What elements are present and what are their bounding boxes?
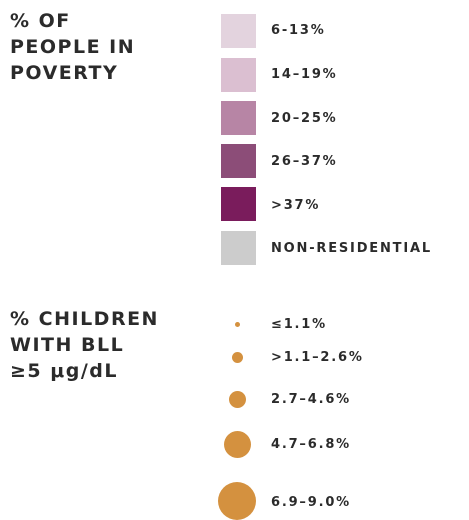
bll-dot-2-7-4-6 (229, 391, 246, 408)
poverty-label-20-25: 20–25% (271, 111, 338, 126)
bll-title-line-3: ≥5 μg/dL (10, 360, 118, 382)
poverty-label-14-19: 14–19% (271, 67, 338, 82)
bll-dot-le-1-1 (235, 322, 240, 327)
poverty-title-line-3: POVERTY (10, 62, 119, 84)
bll-label-le-1-1: ≤1.1% (271, 317, 327, 332)
poverty-label-non-residential: NON-RESIDENTIAL (271, 241, 432, 256)
poverty-title-line-1: % OF (10, 10, 71, 32)
bll-legend-title: % CHILDREN WITH BLL ≥5 μg/dL (10, 306, 159, 384)
poverty-swatch-non-residential (221, 231, 256, 265)
bll-label-4-7-6-8: 4.7–6.8% (271, 437, 351, 452)
poverty-title-line-2: PEOPLE IN (10, 36, 136, 58)
bll-title-line-2: WITH BLL (10, 334, 125, 356)
poverty-swatch-20-25 (221, 101, 256, 135)
poverty-swatch-6-13 (221, 14, 256, 48)
poverty-label-6-13: 6-13% (271, 23, 326, 38)
bll-label-2-7-4-6: 2.7–4.6% (271, 392, 351, 407)
poverty-label-26-37: 26–37% (271, 154, 338, 169)
poverty-label-over-37: >37% (271, 198, 321, 213)
bll-label-6-9-9-0: 6.9–9.0% (271, 495, 351, 510)
bll-dot-4-7-6-8 (224, 431, 251, 458)
poverty-swatch-26-37 (221, 144, 256, 178)
bll-dot-6-9-9-0 (218, 482, 256, 520)
bll-label-1-1-2-6: >1.1–2.6% (271, 350, 364, 365)
poverty-swatch-14-19 (221, 58, 256, 92)
poverty-legend-title: % OF PEOPLE IN POVERTY (10, 8, 135, 86)
bll-title-line-1: % CHILDREN (10, 308, 159, 330)
bll-dot-1-1-2-6 (232, 352, 243, 363)
poverty-swatch-over-37 (221, 187, 256, 221)
